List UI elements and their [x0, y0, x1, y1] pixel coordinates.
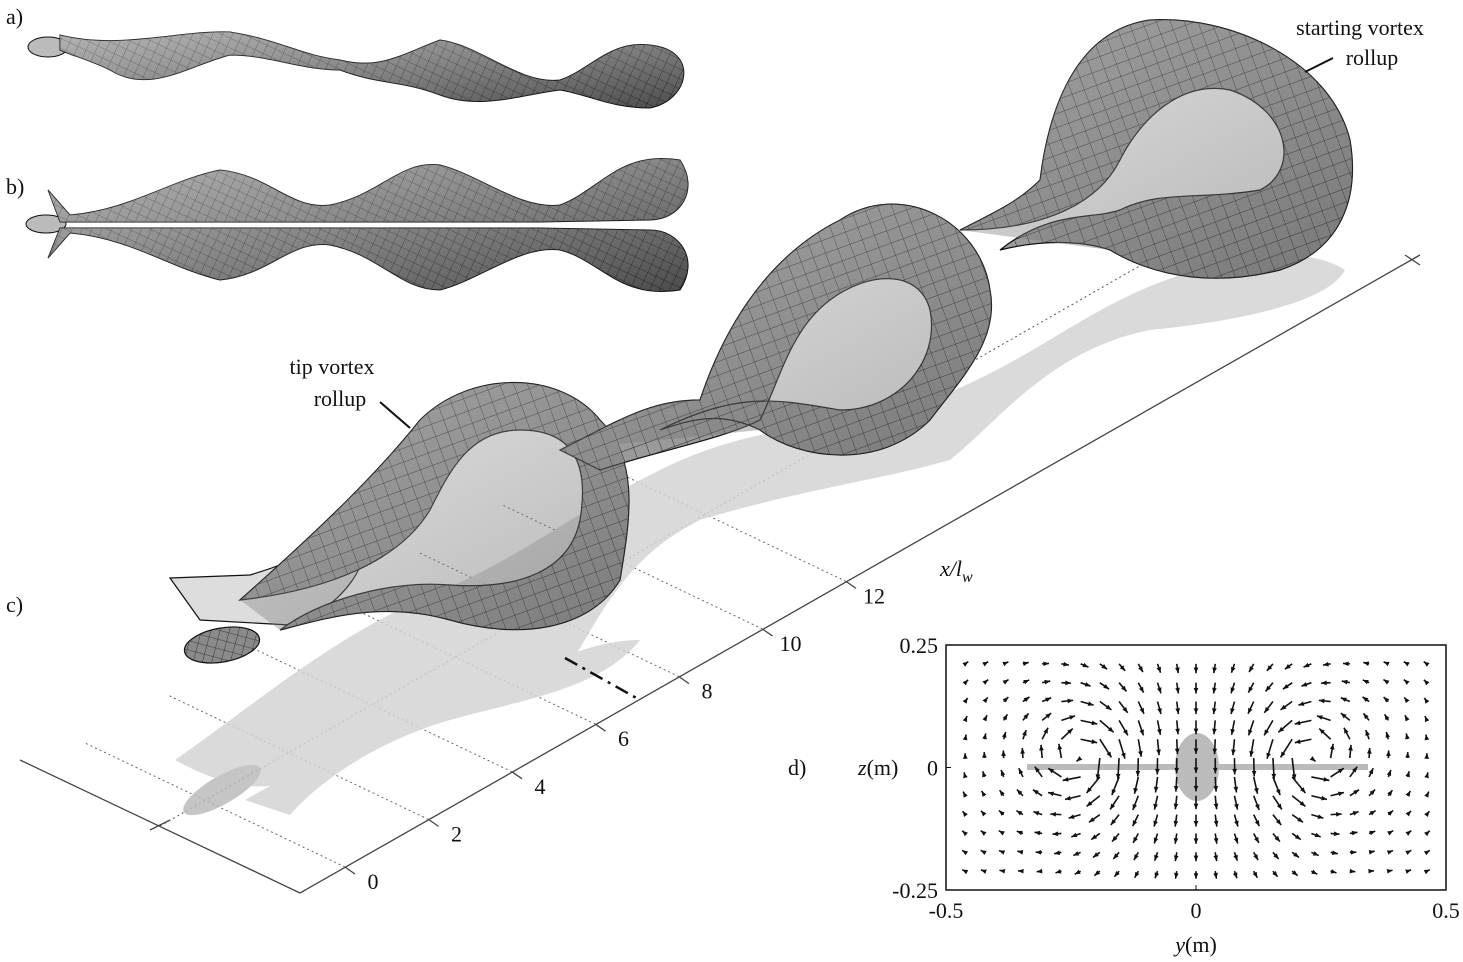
label-unit: (m)	[1185, 932, 1217, 957]
vortex-surface-a	[28, 32, 684, 108]
panel-label: a)	[6, 4, 23, 29]
quiver-plot: -0.500.5-0.2500.25	[892, 633, 1460, 923]
label-main: z	[857, 755, 867, 780]
tick-label: 10	[780, 631, 802, 656]
y-tick-label: -0.25	[892, 878, 938, 903]
x-axis-label: y(m)	[1173, 932, 1217, 957]
y-axis-label: z(m)	[857, 755, 898, 780]
tick-mark	[846, 581, 856, 588]
tick-mark	[429, 819, 439, 826]
tick-mark	[512, 772, 522, 779]
tick-label: 8	[702, 679, 713, 704]
tick-label: 0	[368, 869, 379, 894]
y-tick-label: 0.25	[900, 633, 939, 658]
label-main: y	[1173, 932, 1185, 957]
panel-label: d)	[788, 755, 806, 780]
panel-label: c)	[6, 592, 23, 617]
y-tick-label: 0	[927, 756, 938, 781]
x-tick-label: 0.5	[1432, 898, 1460, 923]
label-unit: (m)	[867, 755, 899, 780]
axis-label-main: x/l	[939, 556, 962, 581]
tick-mark	[345, 867, 355, 874]
annotation-text: tip vortex	[290, 354, 375, 379]
tick-label: 12	[863, 583, 885, 608]
axis-label: x/lw	[939, 556, 973, 586]
x-tick-label: 0	[1191, 898, 1202, 923]
panel-label: b)	[6, 174, 24, 199]
tick-mark	[763, 629, 773, 636]
vortex-surface-c	[170, 20, 1352, 669]
tick-label: 2	[451, 821, 462, 846]
annotation-text: starting vortex	[1296, 15, 1424, 40]
tick-label: 6	[618, 726, 629, 751]
axis-label-sub: w	[962, 569, 973, 586]
vortex-surface-b	[26, 158, 688, 291]
tick-mark	[596, 724, 606, 731]
tick-mark	[679, 677, 689, 684]
tick-label: 4	[535, 774, 546, 799]
figure: 0 2 4 6 8 10 12 starting vortex rollup tip vor…	[0, 0, 1463, 962]
annotation-text: rollup	[1346, 45, 1399, 70]
annotation-text: rollup	[314, 386, 367, 411]
